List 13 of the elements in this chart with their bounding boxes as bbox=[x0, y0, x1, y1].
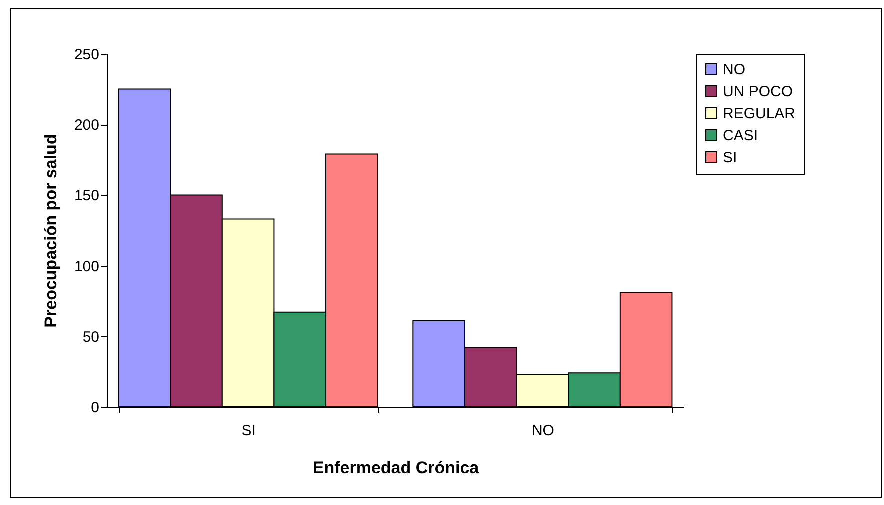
legend-label: NO bbox=[723, 62, 746, 78]
x-axis-title: Enfermedad Crónica bbox=[312, 458, 480, 478]
legend-label: REGULAR bbox=[723, 106, 796, 122]
y-tick-label: 200 bbox=[74, 117, 100, 134]
y-tick-label: 0 bbox=[91, 400, 100, 416]
y-tick-label: 50 bbox=[82, 328, 100, 346]
legend-label: SI bbox=[723, 150, 738, 166]
y-tick-label: 100 bbox=[74, 258, 100, 276]
legend-label: CASI bbox=[723, 128, 758, 144]
legend-label: UN POCO bbox=[723, 84, 794, 100]
y-tick-label: 150 bbox=[74, 188, 100, 205]
y-axis-title: Preocupación por salud bbox=[41, 134, 60, 328]
y-tick-label: 250 bbox=[74, 46, 100, 64]
